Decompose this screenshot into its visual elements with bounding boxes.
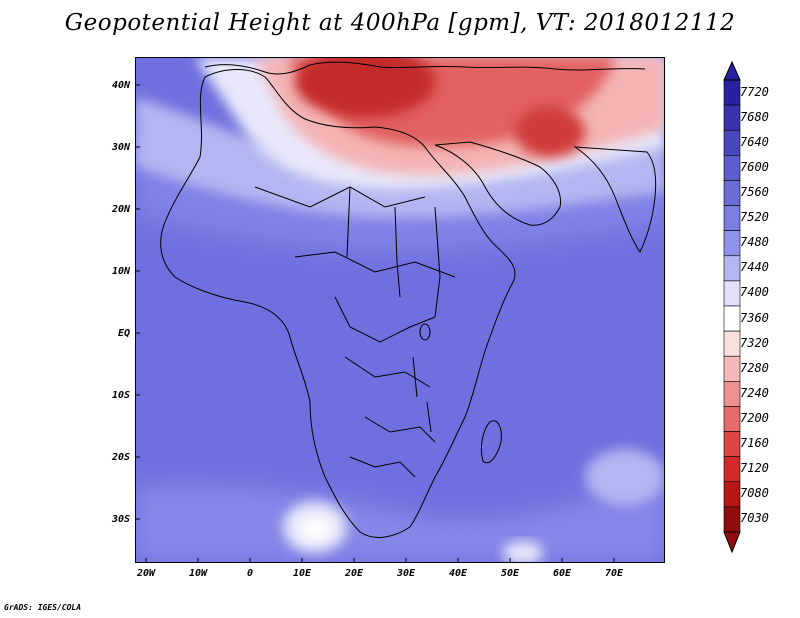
lon-label-10e: 10E — [292, 568, 312, 579]
colorbar-swatch — [723, 355, 741, 382]
lat-label-30s: 30S — [111, 514, 130, 525]
colorbar-swatch — [723, 305, 741, 332]
border-meridional-1 — [394, 206, 401, 298]
lat-label-eq: EQ — [117, 328, 130, 339]
border-central — [334, 296, 436, 343]
colorbar-label: 7240 — [740, 385, 769, 400]
europe-coast — [204, 61, 646, 75]
colorbar-swatch — [723, 205, 741, 231]
colorbar-swatch — [723, 180, 741, 206]
height-field-band-south — [135, 477, 665, 563]
lat-label-30n: 30N — [111, 142, 130, 153]
lake-malawi — [426, 401, 432, 433]
colorbar-swatch — [723, 280, 741, 307]
map-svg — [135, 57, 665, 563]
border-south-central — [364, 416, 436, 443]
border-sahel — [294, 251, 456, 278]
colorbar-label: 7160 — [740, 436, 769, 451]
colorbar-label: 7600 — [740, 159, 769, 174]
credit-text: GrADS: IGES/COLA — [4, 603, 82, 612]
colorbar-swatch — [723, 406, 741, 432]
colorbar-swatch — [723, 431, 741, 457]
colorbar-swatch — [723, 330, 741, 357]
lat-label-20s: 20S — [111, 452, 130, 463]
map-title: Geopotential Height at 400hPa [gpm], VT:… — [64, 10, 736, 36]
colorbar-swatch — [723, 104, 741, 131]
border-southern — [349, 456, 416, 478]
colorbar — [723, 60, 741, 554]
colorbar-swatch — [723, 481, 741, 508]
colorbar-swatch — [723, 456, 741, 483]
colorbar-label: 7400 — [740, 285, 769, 300]
colorbar-label: 7080 — [740, 486, 769, 501]
height-field-core-med — [295, 57, 435, 117]
height-field-light-blue — [135, 97, 665, 218]
colorbar-swatch — [723, 381, 741, 407]
colorbar-label: 7720 — [740, 84, 769, 99]
colorbar-bottom-arrow — [723, 531, 741, 554]
colorbar-label: 7280 — [740, 360, 769, 375]
colorbar-swatch — [723, 129, 741, 156]
lake-victoria — [419, 323, 431, 341]
colorbar-label: 7440 — [740, 260, 769, 275]
colorbar-label: 7120 — [740, 461, 769, 476]
colorbar-label: 7030 — [740, 511, 769, 526]
lon-label-20w: 20W — [136, 568, 156, 579]
lon-label-50e: 50E — [500, 568, 520, 579]
border-congo — [344, 356, 431, 388]
lon-label-60e: 60E — [552, 568, 572, 579]
colorbar-label: 7360 — [740, 310, 769, 325]
colorbar-label: 7520 — [740, 210, 769, 225]
colorbar-swatch — [723, 155, 741, 181]
colorbar-swatch — [723, 255, 741, 282]
lat-label-20n: 20N — [111, 204, 130, 215]
colorbar-swatch — [723, 79, 741, 106]
lon-label-0: 0 — [246, 568, 254, 579]
lon-label-30e: 30E — [396, 568, 416, 579]
map-panel — [135, 57, 665, 563]
lon-label-10w: 10W — [188, 568, 208, 579]
height-field-core-iran — [515, 107, 585, 157]
colorbar-swatch — [723, 230, 741, 257]
africa-outline — [160, 69, 516, 538]
lat-ticks — [135, 84, 140, 520]
colorbar-top-arrow — [723, 60, 741, 81]
border-meridional-2 — [346, 186, 351, 258]
lon-label-20e: 20E — [344, 568, 364, 579]
india-outline — [573, 146, 657, 254]
lake-tanganyika — [412, 356, 418, 398]
lon-ticks — [145, 558, 615, 563]
lat-label-10n: 10N — [111, 266, 130, 277]
colorbar-label: 7560 — [740, 185, 769, 199]
lon-label-40e: 40E — [448, 568, 468, 579]
lat-label-40n: 40N — [111, 80, 130, 91]
height-field-high-south-east — [585, 449, 665, 505]
map-frame-border — [135, 57, 665, 563]
lon-label-70e: 70E — [604, 568, 624, 579]
madagascar-outline — [480, 420, 502, 464]
colorbar-swatch — [723, 506, 741, 533]
coastline-layer — [160, 61, 657, 538]
colorbar-swatches — [723, 79, 741, 533]
colorbar-label: 7320 — [740, 335, 769, 350]
colorbar-label: 7640 — [740, 134, 769, 149]
arabia-outline — [434, 141, 562, 226]
colorbar-label: 7480 — [740, 235, 769, 250]
border-nile — [434, 206, 441, 318]
height-field-high-south-west-core — [299, 517, 331, 541]
height-field-high-south-mid — [503, 541, 543, 563]
colorbar-label: 7200 — [740, 411, 769, 425]
colorbar-label: 7680 — [740, 109, 769, 124]
lat-label-10s: 10S — [111, 390, 130, 401]
